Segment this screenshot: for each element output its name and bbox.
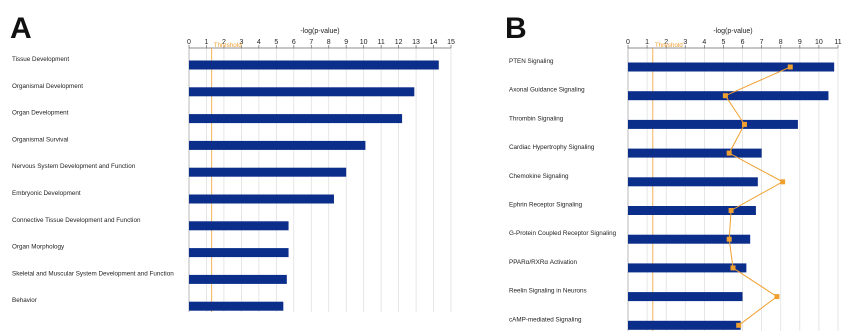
bar: [628, 263, 747, 273]
x-tick-label: 10: [815, 39, 823, 46]
bar: [189, 221, 289, 231]
threshold-label: Threshold: [655, 42, 683, 49]
category-label: Organismal Development: [12, 83, 83, 90]
ratio-marker: [728, 208, 734, 213]
bar: [189, 140, 366, 150]
bar: [628, 292, 743, 302]
category-label: PTEN Signaling: [509, 58, 554, 65]
x-tick-label: 5: [722, 39, 726, 46]
category-label: G-Protein Coupled Receptor Signaling: [509, 230, 617, 237]
axis-title: -log(p-value): [300, 28, 339, 35]
category-label: Organ Morphology: [12, 244, 65, 251]
category-label: Nervous System Development and Function: [12, 163, 136, 170]
category-label: Reelin Signaling in Neurons: [509, 288, 587, 295]
x-tick-label: 10: [360, 39, 368, 46]
bar: [628, 234, 751, 244]
x-tick-label: 6: [292, 39, 296, 46]
bar: [628, 320, 741, 330]
x-tick-label: 11: [834, 39, 841, 46]
bar: [628, 177, 758, 187]
bar: [189, 248, 289, 258]
category-label: Ephrin Receptor Signaling: [509, 202, 583, 209]
x-tick-label: 3: [239, 39, 243, 46]
bar: [628, 206, 756, 215]
category-label: Organ Development: [12, 110, 69, 117]
bar: [628, 119, 798, 129]
x-tick-label: 9: [798, 39, 802, 46]
category-label: Behavior: [12, 297, 37, 304]
category-label: Cardiac Hypertrophy Signaling: [509, 144, 595, 151]
x-tick-label: 9: [344, 39, 348, 46]
x-tick-label: 15: [447, 39, 455, 46]
x-tick-label: 4: [257, 39, 261, 46]
category-label: Embryonic Development: [12, 190, 81, 197]
x-tick-label: 1: [205, 39, 209, 46]
category-label: Connective Tissue Development and Functi…: [12, 217, 141, 224]
ratio-marker: [780, 179, 786, 185]
bar: [628, 62, 835, 72]
ratio-marker: [722, 93, 728, 99]
x-tick-label: 3: [683, 39, 687, 46]
x-tick-label: 8: [779, 39, 783, 46]
panel-b: B -log(p-value) 0 1 2 3 4 5 6 7 8 9 10 11 Threshold PTE…: [505, 12, 842, 331]
category-label: Chemokine Signaling: [509, 173, 569, 180]
bar: [189, 87, 415, 97]
ratio-marker: [726, 150, 732, 156]
category-label: Thrombin Signaling: [509, 115, 564, 122]
x-tick-label: 6: [741, 39, 745, 46]
ratio-marker: [726, 236, 732, 242]
ratio-line: [724, 66, 791, 326]
bar: [189, 274, 287, 284]
bar: [189, 114, 403, 124]
panel-letter: B: [505, 12, 527, 45]
category-label: cAMP-mediated Signaling: [509, 316, 582, 323]
x-tick-label: 4: [702, 39, 706, 46]
x-tick-label: 5: [274, 39, 278, 46]
ratio-marker: [730, 265, 736, 271]
x-tick-label: 2: [664, 39, 668, 46]
ratio-marker: [736, 322, 742, 328]
category-label: Organismal Survival: [12, 136, 68, 143]
bar: [189, 60, 439, 70]
category-label: Tissue Development: [12, 56, 69, 63]
x-tick-label: 0: [626, 39, 630, 46]
bar: [189, 194, 334, 204]
category-label: Axonal Guidance Signaling: [509, 87, 585, 94]
x-tick-label: 2: [222, 39, 226, 46]
bar: [189, 301, 284, 311]
axis-title: -log(p-value): [713, 28, 752, 35]
x-tick-label: 12: [395, 39, 403, 46]
bar: [628, 91, 829, 101]
x-tick-label: 1: [645, 39, 649, 46]
x-tick-label: 0: [187, 39, 191, 46]
threshold-label: Threshold: [214, 42, 242, 49]
x-tick-label: 7: [760, 39, 764, 46]
bar: [628, 148, 762, 158]
x-tick-label: 13: [412, 39, 420, 46]
bar: [189, 167, 347, 177]
ratio-marker: [741, 121, 747, 127]
panel-letter: A: [10, 12, 32, 45]
x-tick-label: 11: [377, 39, 384, 46]
category-label: PPARα/RXRα Activation: [509, 259, 578, 266]
category-label: Skeletal and Muscular System Development…: [12, 270, 174, 277]
x-tick-label: 7: [309, 39, 313, 46]
x-tick-label: 14: [430, 39, 438, 46]
panel-a: A -log(p-value)0 1 2 3 4 5 6 7 8 9 10 11 12 13 14 15Thre…: [10, 12, 455, 312]
ratio-marker: [774, 294, 780, 300]
x-tick-label: 8: [327, 39, 331, 46]
ratio-marker: [787, 64, 793, 70]
